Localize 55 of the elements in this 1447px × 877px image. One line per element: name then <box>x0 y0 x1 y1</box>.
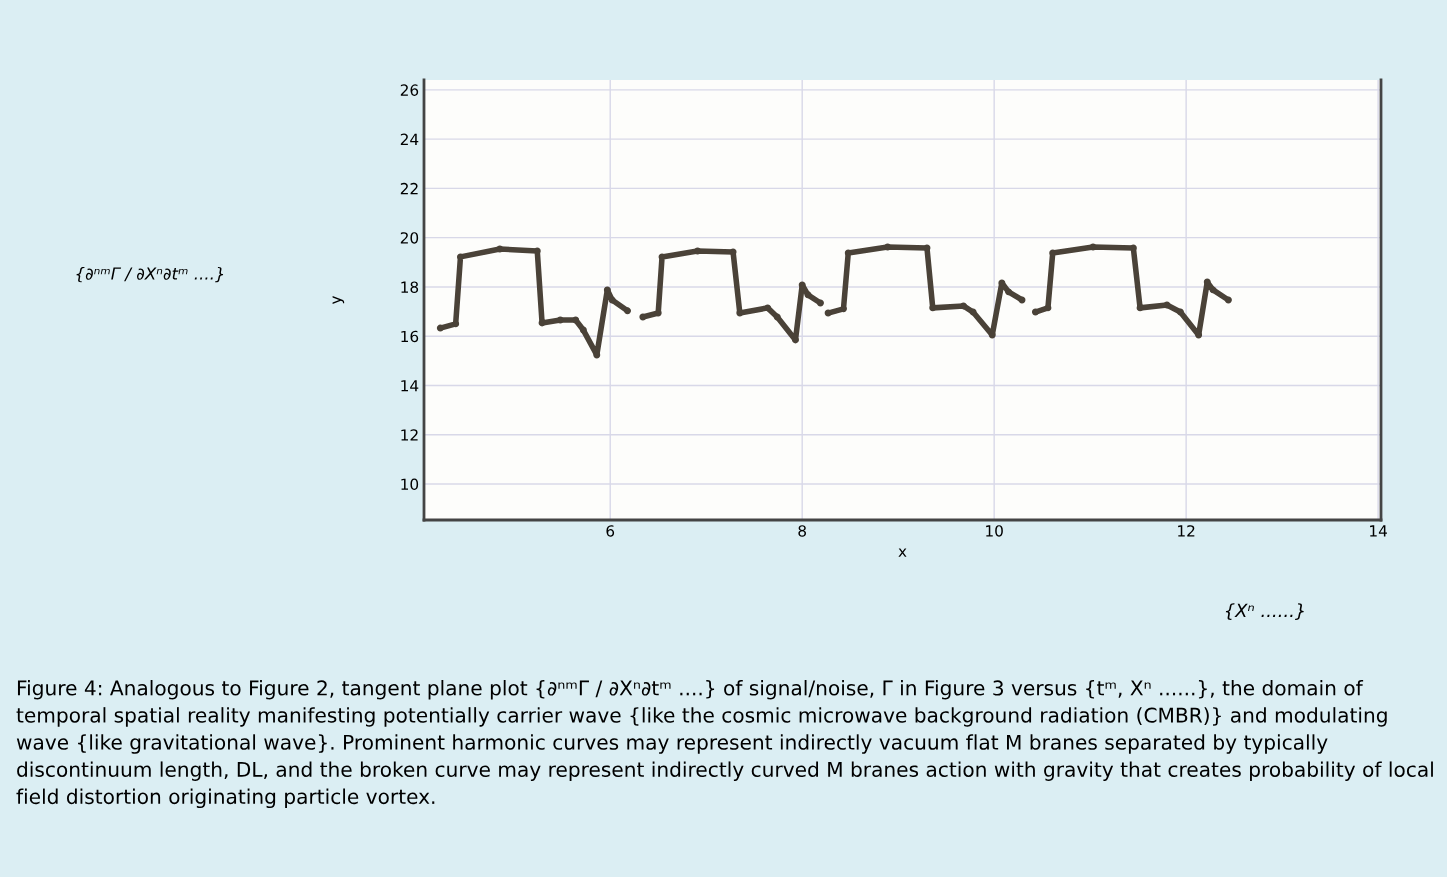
point <box>804 291 812 299</box>
point <box>654 309 662 317</box>
x-axis-title: x <box>898 548 907 557</box>
point <box>816 299 824 307</box>
y-tick-label: 22 <box>400 182 418 195</box>
point <box>773 313 781 321</box>
point <box>572 316 580 324</box>
x-tick-label: 12 <box>1178 525 1195 537</box>
point <box>639 313 647 321</box>
point <box>1031 308 1039 316</box>
y-tick-label: 14 <box>401 380 419 392</box>
point <box>608 296 616 304</box>
point <box>1209 286 1217 294</box>
point <box>457 253 464 261</box>
point <box>624 307 631 315</box>
point <box>844 249 852 257</box>
point <box>533 247 541 255</box>
y-tick-label: 18 <box>401 281 419 293</box>
point <box>1176 308 1184 316</box>
point <box>556 316 564 324</box>
y-tick-label: 24 <box>400 133 419 145</box>
point <box>792 336 799 344</box>
point <box>658 253 666 261</box>
point <box>436 324 444 332</box>
point <box>884 243 892 251</box>
point <box>969 308 977 316</box>
y-tick-label: 12 <box>401 429 418 441</box>
y-tick-label: 20 <box>400 232 419 244</box>
point <box>694 247 702 255</box>
point <box>1129 244 1137 252</box>
point <box>579 326 587 334</box>
caption: Figure 4: Analogous to Figure 2, tangent plane plot {∂ⁿᵐΓ / ∂Xⁿ∂tᵐ ....} of signal/noise, Γ in Figure 3 versus {tᵐ, Xⁿ ......}, the domain of temporal spatial reality manifesting potentially carrier wave {like the cosmic microwave background radiation (CMBR)} and modulating wave {like gravitational wave}. Prominent harmonic curves may represent indirectly vacuum flat M branes separated by typically discontinuum length, DL, and the broken curve may represent indirectly curved M branes action with gravity that creates probability of local field distortion originating particle vortex. <box>16 680 1433 809</box>
y-axis-title: y <box>332 295 345 305</box>
point <box>452 320 460 328</box>
point <box>839 305 847 313</box>
point <box>1163 301 1171 309</box>
point <box>959 302 967 310</box>
y-tick-label: 16 <box>401 330 419 343</box>
text: {Xⁿ ......} <box>1225 603 1304 620</box>
point <box>729 248 737 256</box>
x-tick-label: 6 <box>606 525 615 537</box>
point <box>1049 249 1057 257</box>
text: {∂ⁿᵐΓ / ∂Xⁿ∂tᵐ ....} <box>76 266 224 283</box>
y-tick-label: 26 <box>400 84 419 96</box>
point <box>764 304 772 312</box>
x-tick-label: 14 <box>1370 525 1387 537</box>
y-tick-label: 10 <box>401 478 419 491</box>
point <box>1224 296 1232 304</box>
point <box>496 245 504 253</box>
point <box>1044 304 1052 312</box>
point <box>824 309 832 317</box>
x-tick-label: 10 <box>986 525 1003 537</box>
x-tick-label: 8 <box>798 525 807 537</box>
point <box>1005 288 1013 296</box>
point <box>538 319 546 327</box>
